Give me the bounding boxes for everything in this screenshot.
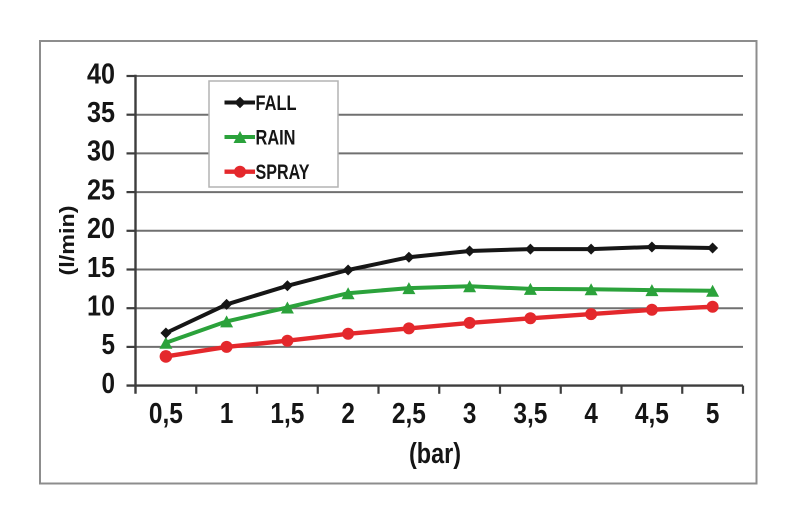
svg-text:4: 4 [584, 398, 598, 430]
svg-text:15: 15 [87, 252, 115, 284]
svg-text:FALL: FALL [256, 92, 297, 115]
svg-text:0: 0 [102, 368, 116, 400]
svg-text:10: 10 [87, 291, 115, 323]
svg-text:RAIN: RAIN [256, 127, 296, 150]
svg-text:3: 3 [463, 398, 477, 430]
svg-text:5: 5 [706, 398, 720, 430]
svg-text:35: 35 [87, 97, 115, 129]
svg-text:20: 20 [87, 213, 115, 245]
svg-text:2: 2 [341, 398, 355, 430]
svg-text:25: 25 [87, 174, 115, 206]
svg-text:1,5: 1,5 [270, 398, 304, 430]
svg-text:1: 1 [220, 398, 234, 430]
svg-text:0,5: 0,5 [149, 398, 183, 430]
svg-text:(bar): (bar) [409, 438, 461, 470]
svg-text:5: 5 [102, 329, 116, 361]
svg-text:40: 40 [87, 58, 115, 90]
svg-text:4,5: 4,5 [635, 398, 669, 430]
svg-text:3,5: 3,5 [513, 398, 547, 430]
svg-text:30: 30 [87, 136, 115, 168]
svg-text:SPRAY: SPRAY [256, 161, 310, 184]
svg-text:2,5: 2,5 [392, 398, 426, 430]
svg-text:(l/min): (l/min) [57, 206, 79, 276]
